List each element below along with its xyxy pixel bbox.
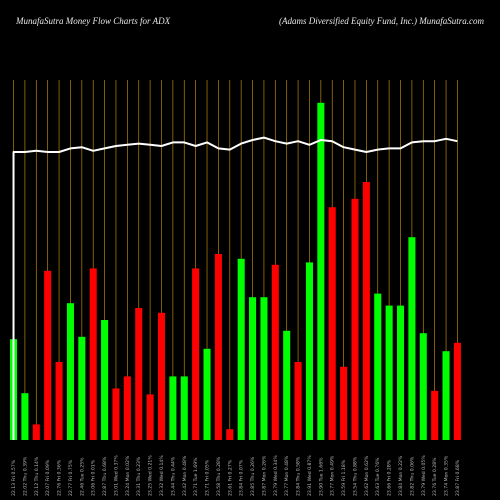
- x-tick-label: 23.87 Fri 0.68%: [455, 459, 461, 496]
- x-tick-label: 22.12 Thu 0.14%: [34, 456, 40, 496]
- x-tick-label: 23.71 Fri 0.05%: [205, 459, 211, 496]
- x-tick-label: 23.79 Wed 0.34%: [273, 455, 279, 496]
- x-tick-label: 23.06 Fri 0.01%: [91, 459, 97, 496]
- bar: [328, 207, 336, 440]
- bar: [419, 333, 427, 440]
- x-tick-label: 22.02 Thu 0.39%: [22, 456, 28, 496]
- chart-subtitle: (Adams Diversified Equity Fund, Inc.) Mu…: [279, 16, 484, 26]
- x-tick-label: 22.13 Fri 0.57%: [11, 459, 17, 496]
- x-tick-label: 23.59 Fri 1.18%: [341, 459, 347, 496]
- x-tick-label: 22.46 Tue 0.25%: [79, 457, 85, 496]
- bar: [21, 393, 29, 440]
- x-tick-label: 23.85 Thu 0.26%: [250, 456, 256, 496]
- x-tick-labels: 22.13 Fri 0.57% 22.02 Thu 0.39% 22.12 Thu …: [11, 455, 461, 496]
- bar: [112, 388, 120, 440]
- series-line: [12, 136, 458, 440]
- x-tick-label: 23.82 Thu 0.06%: [409, 456, 415, 496]
- x-tick-label: 23.77 Mon 0.49%: [330, 455, 336, 496]
- bar: [260, 297, 268, 440]
- bar: [192, 268, 200, 440]
- bar: [283, 330, 291, 440]
- bar: [214, 254, 222, 440]
- x-tick-label: 23.66 Fri 0.28%: [387, 459, 393, 496]
- bar: [408, 237, 416, 440]
- bar: [89, 268, 97, 440]
- x-tick-label: 23.31 Thu 0.23%: [136, 456, 142, 496]
- x-tick-label: 23.74 Mon 0.35%: [444, 455, 450, 496]
- bar: [362, 182, 370, 440]
- bar: [169, 376, 177, 440]
- x-tick-label: 23.01 Wed 0.37%: [113, 455, 119, 496]
- x-tick-label: 23.87 Mon 0.26%: [261, 455, 267, 496]
- x-tick-label: 23.44 Thu 0.44%: [170, 456, 176, 496]
- x-tick-label: 23.84 Fri 0.07%: [239, 459, 245, 496]
- bar: [78, 336, 86, 440]
- x-tick-label: 23.77 Mon 0.48%: [284, 455, 290, 496]
- bar: [44, 270, 52, 440]
- x-tick-label: 22.77 Fri 0.75%: [68, 459, 74, 496]
- bar: [249, 297, 257, 440]
- x-tick-label: 23.84 Mon 0.22%: [398, 455, 404, 496]
- bar: [237, 258, 245, 440]
- bar: [203, 348, 211, 440]
- bar: [340, 366, 348, 440]
- price-line: [12, 136, 458, 440]
- bar: [146, 394, 154, 440]
- chart-title: MunafaSutra Money Flow Charts for ADX: [16, 16, 171, 26]
- x-tick-label: 23.90 Tue 1.66%: [318, 457, 324, 496]
- bar: [453, 342, 461, 440]
- x-tick-label: 23.25 Wed 0.21%: [148, 455, 154, 496]
- bar: [66, 303, 74, 440]
- bar: [157, 312, 166, 440]
- bar: [396, 305, 405, 440]
- bar: [442, 351, 450, 440]
- bar: [351, 198, 359, 440]
- x-tick-label: 23.32 Wed 0.14%: [159, 455, 165, 496]
- x-tick-label: 22.87 Thu 0.68%: [102, 456, 108, 496]
- bar: [431, 390, 439, 440]
- x-tick-label: 23.54 Thu 0.88%: [352, 456, 358, 496]
- bar: [271, 264, 279, 440]
- bar: [374, 293, 382, 440]
- bar: [294, 362, 302, 440]
- bar: [32, 424, 40, 440]
- x-tick-label: 23.91 Wed 0.87%: [307, 455, 313, 496]
- bar: [55, 362, 63, 440]
- x-tick-label: 23.63 Tue 0.76%: [375, 457, 381, 496]
- x-tick-label: 23.42 Mon 0.48%: [182, 455, 188, 496]
- bar: [135, 308, 143, 440]
- bar: [101, 320, 109, 440]
- x-tick-label: 22.76 Fri 0.36%: [57, 459, 63, 496]
- bar: [226, 429, 234, 440]
- bar: [180, 376, 188, 440]
- x-tick-label: 23.24 Mon 0.02%: [125, 455, 131, 496]
- x-tick-label: 23.62 Mon 0.62%: [364, 455, 370, 496]
- x-tick-label: 23.58 Thu 0.28%: [216, 456, 222, 496]
- x-tick-label: 23.61 Fri 0.27%: [227, 459, 233, 496]
- bar: [305, 262, 313, 440]
- x-tick-label: 22.07 Fri 0.09%: [45, 459, 51, 496]
- bar: [123, 376, 131, 440]
- x-tick-label: 23.84 Thu 0.58%: [296, 456, 302, 496]
- bars: [10, 102, 461, 441]
- bar: [385, 305, 393, 440]
- x-tick-label: 23.76 Tue 0.28%: [432, 457, 438, 496]
- bar: [317, 102, 325, 441]
- x-tick-label: 23.79 Wed 0.05%: [421, 455, 427, 496]
- x-tick-label: 23.71 Tue 1.69%: [193, 457, 199, 496]
